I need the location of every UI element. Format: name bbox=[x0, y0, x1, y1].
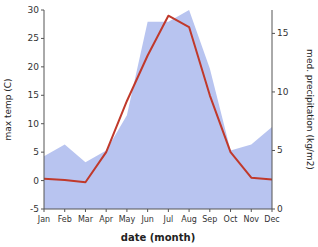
x-tick bbox=[189, 209, 190, 212]
y-tick-label: 30 bbox=[28, 5, 40, 15]
y2-axis-label: med. precipitation (kg/m2) bbox=[305, 49, 315, 170]
y2-tick-label: 5 bbox=[277, 145, 283, 155]
y-tick-label: 0 bbox=[33, 176, 39, 186]
y-tick-label: 25 bbox=[28, 33, 39, 43]
y-axis-line bbox=[44, 10, 45, 209]
y2-tick-label: 10 bbox=[277, 87, 289, 97]
y-tick-label: 5 bbox=[33, 147, 39, 157]
y-tick bbox=[41, 180, 44, 181]
y2-tick bbox=[272, 150, 275, 151]
y-tick-label: 20 bbox=[28, 62, 40, 72]
x-tick bbox=[168, 209, 169, 212]
x-tick-label: Oct bbox=[224, 215, 238, 224]
y-tick-label: 15 bbox=[28, 90, 39, 100]
y-tick bbox=[41, 38, 44, 39]
x-tick bbox=[230, 209, 231, 212]
x-tick bbox=[209, 209, 210, 212]
x-axis-line bbox=[44, 209, 272, 210]
y-tick bbox=[41, 152, 44, 153]
area bbox=[44, 10, 272, 209]
x-tick bbox=[126, 209, 127, 212]
x-tick-label: Nov bbox=[243, 215, 259, 224]
y-axis-label: max temp (C) bbox=[3, 78, 13, 140]
line bbox=[44, 16, 272, 183]
y-tick bbox=[41, 123, 44, 124]
x-tick bbox=[44, 209, 45, 212]
x-tick bbox=[272, 209, 273, 212]
x-tick-label: Sep bbox=[202, 215, 217, 224]
y2-tick bbox=[272, 91, 275, 92]
y-tick-label: 10 bbox=[28, 119, 40, 129]
y2-tick-label: 15 bbox=[277, 28, 288, 38]
y2-axis-line bbox=[272, 10, 273, 209]
y-tick bbox=[41, 10, 44, 11]
x-tick-label: Apr bbox=[99, 215, 114, 224]
x-tick-label: Dec bbox=[264, 215, 279, 224]
x-tick bbox=[106, 209, 107, 212]
x-tick-label: Mar bbox=[78, 215, 94, 224]
x-tick bbox=[85, 209, 86, 212]
x-tick-label: Jun bbox=[140, 215, 154, 224]
x-tick bbox=[64, 209, 65, 212]
x-tick-label: Jan bbox=[37, 215, 50, 224]
y-tick bbox=[41, 66, 44, 67]
x-tick bbox=[147, 209, 148, 212]
y-tick-label: -5 bbox=[30, 204, 39, 214]
x-tick-label: Aug bbox=[181, 215, 197, 224]
chart-container: -5 0 5 10 15 20 25 30 0 5 10 15 Jan Feb Mar Apr May Jun Ju… bbox=[0, 0, 318, 247]
y2-tick bbox=[272, 33, 275, 34]
x-tick bbox=[251, 209, 252, 212]
x-tick-label: May bbox=[119, 215, 136, 224]
chart: -5 0 5 10 15 20 25 30 0 5 10 15 Jan Feb Mar Apr May Jun Ju… bbox=[0, 0, 318, 247]
plot-area bbox=[44, 10, 272, 209]
y-tick bbox=[41, 95, 44, 96]
x-tick-label: Jul bbox=[163, 215, 174, 224]
y2-tick-label: 0 bbox=[277, 204, 283, 214]
x-tick-label: Feb bbox=[58, 215, 72, 224]
x-axis-label: date (month) bbox=[121, 232, 195, 243]
